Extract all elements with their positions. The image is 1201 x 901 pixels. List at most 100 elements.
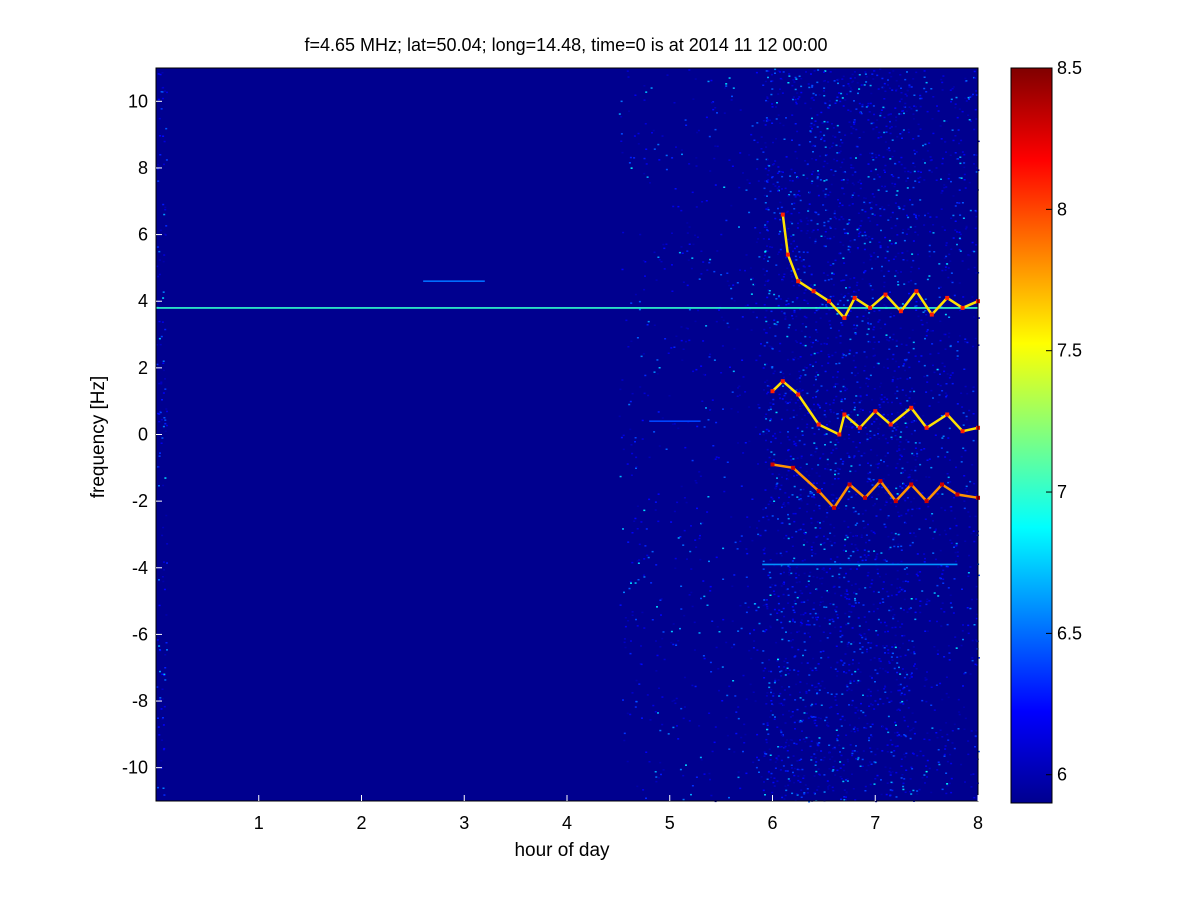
noise-speck	[852, 641, 855, 643]
noise-speck	[897, 281, 899, 283]
noise-speck	[898, 207, 901, 210]
noise-speck	[838, 329, 840, 332]
noise-speck	[674, 702, 677, 705]
noise-speck	[762, 430, 765, 433]
noise-speck	[831, 756, 834, 758]
noise-speck	[804, 612, 807, 614]
noise-speck	[865, 81, 868, 83]
noise-speck	[940, 608, 943, 610]
noise-speck	[670, 521, 673, 523]
noise-speck	[765, 158, 768, 161]
noise-speck	[837, 472, 840, 475]
noise-speck	[161, 718, 164, 720]
noise-speck	[699, 475, 702, 477]
noise-speck	[877, 493, 880, 496]
noise-speck	[908, 476, 911, 478]
noise-speck	[887, 270, 890, 272]
noise-speck	[976, 154, 978, 156]
noise-speck	[158, 250, 161, 253]
noise-speck	[680, 246, 683, 248]
noise-speck	[866, 648, 868, 651]
noise-speck	[941, 81, 944, 84]
noise-speck	[793, 309, 796, 312]
noise-speck	[917, 177, 920, 180]
trace-point	[847, 482, 852, 487]
noise-speck	[869, 341, 871, 343]
noise-speck	[652, 704, 655, 707]
noise-speck	[850, 496, 853, 498]
noise-speck	[969, 566, 972, 568]
noise-speck	[895, 119, 898, 122]
noise-speck	[813, 792, 816, 794]
noise-speck	[856, 568, 858, 570]
noise-speck	[890, 174, 893, 176]
noise-speck	[685, 764, 687, 766]
noise-speck	[857, 679, 860, 682]
trace-point	[816, 489, 821, 494]
noise-speck	[807, 632, 810, 634]
noise-speck	[906, 461, 909, 464]
noise-speck	[812, 341, 815, 344]
noise-speck	[868, 202, 871, 204]
noise-speck	[933, 646, 936, 648]
noise-speck	[729, 366, 731, 368]
noise-speck	[926, 278, 929, 281]
noise-speck	[876, 774, 879, 777]
noise-speck	[721, 345, 724, 347]
noise-speck	[846, 178, 849, 181]
noise-speck	[694, 480, 697, 482]
noise-speck	[775, 641, 778, 644]
noise-speck	[757, 533, 760, 536]
noise-speck	[751, 125, 754, 127]
noise-speck	[794, 340, 797, 342]
noise-speck	[700, 273, 703, 275]
noise-speck	[700, 365, 703, 367]
noise-speck	[854, 524, 857, 526]
noise-speck	[795, 577, 798, 579]
trace-point	[878, 479, 883, 484]
noise-speck	[873, 354, 876, 357]
noise-speck	[865, 356, 868, 359]
noise-speck	[970, 120, 972, 122]
noise-speck	[786, 770, 789, 772]
noise-speck	[772, 695, 775, 697]
noise-speck	[839, 751, 841, 753]
noise-speck	[885, 305, 888, 308]
noise-speck	[855, 493, 858, 496]
noise-speck	[838, 131, 841, 133]
noise-speck	[884, 652, 886, 654]
plot-background	[156, 68, 978, 801]
noise-speck	[930, 704, 933, 706]
noise-speck	[857, 289, 860, 291]
noise-speck	[748, 211, 751, 214]
noise-speck	[765, 70, 768, 72]
noise-speck	[658, 159, 661, 161]
noise-speck	[162, 203, 165, 206]
noise-speck	[839, 636, 842, 638]
noise-speck	[924, 298, 927, 300]
noise-speck	[746, 179, 749, 181]
noise-speck	[629, 400, 632, 403]
noise-speck	[781, 627, 784, 629]
noise-speck	[842, 385, 845, 388]
noise-speck	[652, 129, 655, 132]
noise-speck	[831, 575, 834, 577]
noise-speck	[732, 87, 735, 89]
noise-speck	[163, 90, 166, 92]
noise-speck	[911, 768, 914, 770]
noise-speck	[850, 611, 853, 613]
noise-speck	[860, 455, 863, 457]
noise-speck	[853, 750, 856, 752]
noise-speck	[716, 145, 719, 148]
noise-speck	[880, 270, 883, 272]
noise-speck	[920, 449, 923, 451]
noise-speck	[941, 162, 944, 165]
noise-speck	[766, 728, 768, 731]
colorbar-tick-label: 7	[1057, 482, 1067, 502]
noise-speck	[942, 578, 945, 580]
noise-speck	[841, 634, 844, 637]
noise-speck	[909, 790, 912, 793]
noise-speck	[883, 116, 886, 119]
noise-speck	[750, 133, 753, 136]
noise-speck	[765, 599, 768, 601]
